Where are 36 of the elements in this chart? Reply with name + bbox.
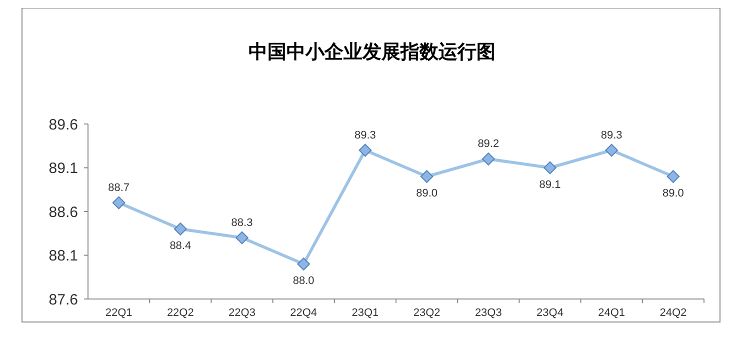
data-label: 88.0 — [292, 275, 314, 287]
x-tick-label: 22Q3 — [228, 307, 256, 319]
point — [605, 144, 618, 157]
data-label: 89.3 — [600, 129, 622, 142]
data-label: 89.0 — [416, 188, 438, 200]
text: 89.1 — [48, 160, 78, 177]
data-label: 88.4 — [170, 240, 192, 252]
x-tick-label: 22Q4 — [290, 307, 318, 319]
x-tick-label: 22Q2 — [166, 307, 194, 319]
data-label: 89.1 — [539, 178, 561, 191]
point — [420, 170, 434, 183]
data-label: 89.2 — [478, 138, 500, 150]
point — [544, 161, 556, 174]
data-label: 88.7 — [108, 182, 130, 194]
point — [482, 152, 495, 166]
point — [358, 144, 372, 157]
x-tick-label: 24Q1 — [598, 307, 626, 319]
data-label: 89.3 — [354, 129, 376, 142]
text: 89.6 — [48, 116, 78, 134]
data-label: 88.3 — [231, 216, 253, 229]
point — [174, 222, 187, 236]
chart-title: 中国中小企业发展指数运行图 — [248, 41, 496, 63]
x-tick-label: 24Q2 — [660, 307, 687, 319]
point — [297, 258, 310, 270]
text: 87.6 — [48, 291, 78, 308]
text: 88.1 — [48, 248, 78, 264]
text: 88.6 — [48, 204, 78, 221]
point — [666, 170, 680, 183]
x-tick-label: 23Q1 — [352, 307, 379, 319]
x-tick-label: 23Q3 — [474, 307, 502, 319]
point — [112, 196, 126, 210]
point — [236, 231, 248, 244]
data-label: 89.0 — [662, 188, 684, 200]
x-tick-label: 23Q4 — [536, 307, 564, 319]
x-tick-label: 22Q1 — [105, 307, 132, 319]
x-tick-label: 23Q2 — [413, 307, 440, 319]
